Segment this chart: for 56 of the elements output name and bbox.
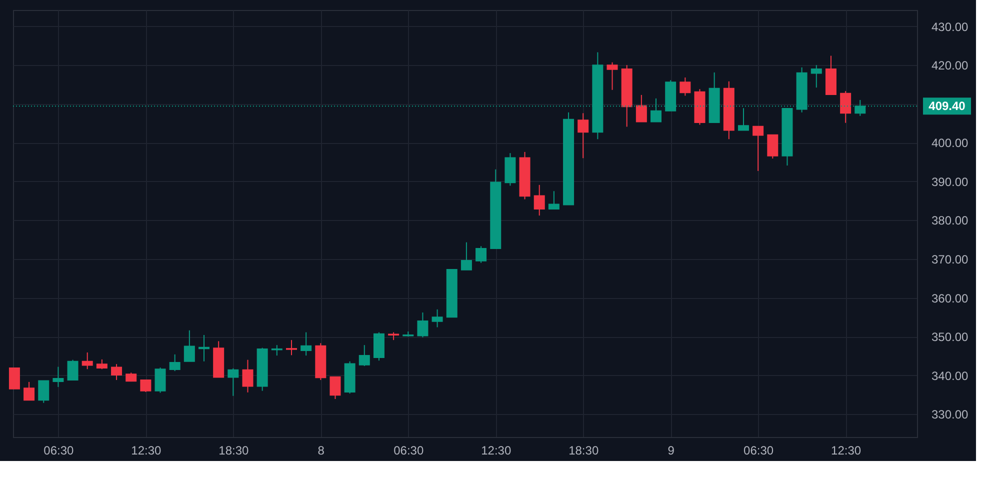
y-tick-label: 390.00: [932, 174, 969, 189]
candlestick: [840, 90, 852, 124]
x-tick-label: 06:30: [394, 444, 424, 458]
y-tick-label: 350.00: [932, 330, 969, 344]
x-tick-label: 12:30: [481, 444, 512, 458]
candlestick: [432, 308, 443, 328]
y-tick-label: 420.00: [932, 58, 969, 73]
candlestick: [154, 367, 166, 394]
candlestick: [548, 190, 560, 210]
x-tick-label: 18:30: [218, 444, 250, 458]
y-tick-label: 330.00: [932, 408, 969, 422]
candlestick: [300, 332, 312, 356]
candlestick: [476, 246, 487, 264]
y-tick-label: 370.00: [932, 252, 969, 266]
x-tick-label: 12:30: [831, 444, 862, 458]
ref-line-label: 409.40: [928, 99, 966, 114]
candlestick: [111, 364, 122, 380]
candlestick: [286, 340, 297, 356]
y-tick-label: 430.00: [932, 20, 969, 34]
candlestick: [752, 126, 764, 172]
candlestick: [96, 358, 108, 370]
candlestick: [198, 334, 210, 362]
candlestick: [140, 379, 152, 393]
x-tick-label: 06:30: [744, 444, 774, 458]
candlestick: [38, 380, 50, 404]
x-tick-label: 8: [318, 444, 325, 458]
candlestick: [606, 62, 618, 90]
y-tick-label: 380.00: [932, 214, 969, 228]
candlestick: [534, 184, 545, 216]
y-tick-label: 360.00: [932, 291, 969, 306]
candlestick: [738, 108, 749, 131]
candlestick: [636, 94, 647, 122]
y-tick-label: 400.00: [932, 136, 969, 150]
candlestick: [373, 332, 384, 362]
x-tick-label: 06:30: [44, 444, 74, 458]
candlestick: [242, 359, 254, 393]
candlestick: [358, 344, 370, 367]
candlestick: [330, 376, 341, 400]
candlestick: [460, 242, 472, 270]
y-tick-label: 340.00: [932, 368, 969, 383]
x-tick-label: 9: [668, 444, 675, 458]
candlestick: [184, 330, 195, 362]
candlestick: [578, 112, 589, 159]
candlestick: [24, 381, 35, 401]
candlestick: [680, 76, 691, 96]
candlestick: [810, 64, 822, 88]
candlestick: [417, 312, 428, 338]
candlestick: [8, 367, 20, 390]
candlestick: [52, 366, 64, 388]
x-tick-label: 12:30: [131, 444, 162, 458]
candlestick: [169, 354, 180, 372]
x-tick-label: 18:30: [568, 444, 599, 458]
candlestick: [67, 359, 78, 380]
candlestick: [82, 352, 93, 370]
candlestick: [228, 368, 239, 396]
candlestick: [767, 134, 778, 160]
